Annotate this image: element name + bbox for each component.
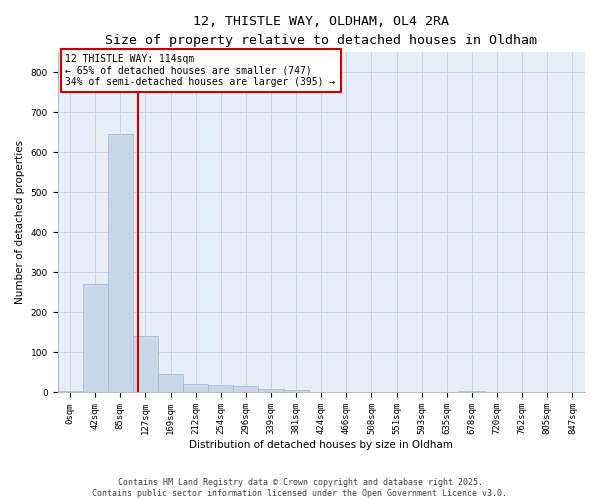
Bar (108, 134, 133, 392)
Text: 12 THISTLE WAY: 114sqm
← 65% of detached houses are smaller (747)
34% of semi-de: 12 THISTLE WAY: 114sqm ← 65% of detached… (65, 54, 335, 87)
Text: Contains HM Land Registry data © Crown copyright and database right 2025.
Contai: Contains HM Land Registry data © Crown c… (92, 478, 508, 498)
Bar (183, 384, 208, 392)
Bar (83, 284, 108, 393)
Bar (208, 386, 233, 392)
Bar (259, 390, 284, 392)
Bar (158, 374, 183, 392)
Bar (233, 386, 259, 392)
Title: 12, THISTLE WAY, OLDHAM, OL4 2RA
Size of property relative to detached houses in: 12, THISTLE WAY, OLDHAM, OL4 2RA Size of… (105, 15, 537, 47)
Bar (133, 336, 158, 392)
Bar (284, 390, 309, 392)
Y-axis label: Number of detached properties: Number of detached properties (15, 140, 25, 304)
X-axis label: Distribution of detached houses by size in Oldham: Distribution of detached houses by size … (190, 440, 453, 450)
